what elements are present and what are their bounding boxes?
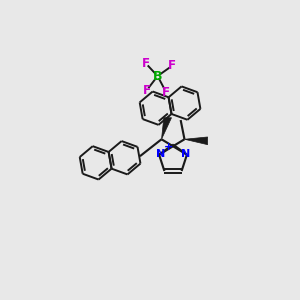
Text: N: N [156, 149, 165, 159]
Polygon shape [184, 137, 208, 145]
Text: +: + [164, 142, 173, 152]
Text: N: N [181, 149, 190, 159]
Text: B: B [153, 70, 162, 83]
Text: F: F [162, 85, 170, 99]
Text: F: F [142, 57, 150, 70]
Text: F: F [168, 59, 176, 72]
Polygon shape [161, 118, 172, 139]
Text: F: F [142, 84, 151, 97]
